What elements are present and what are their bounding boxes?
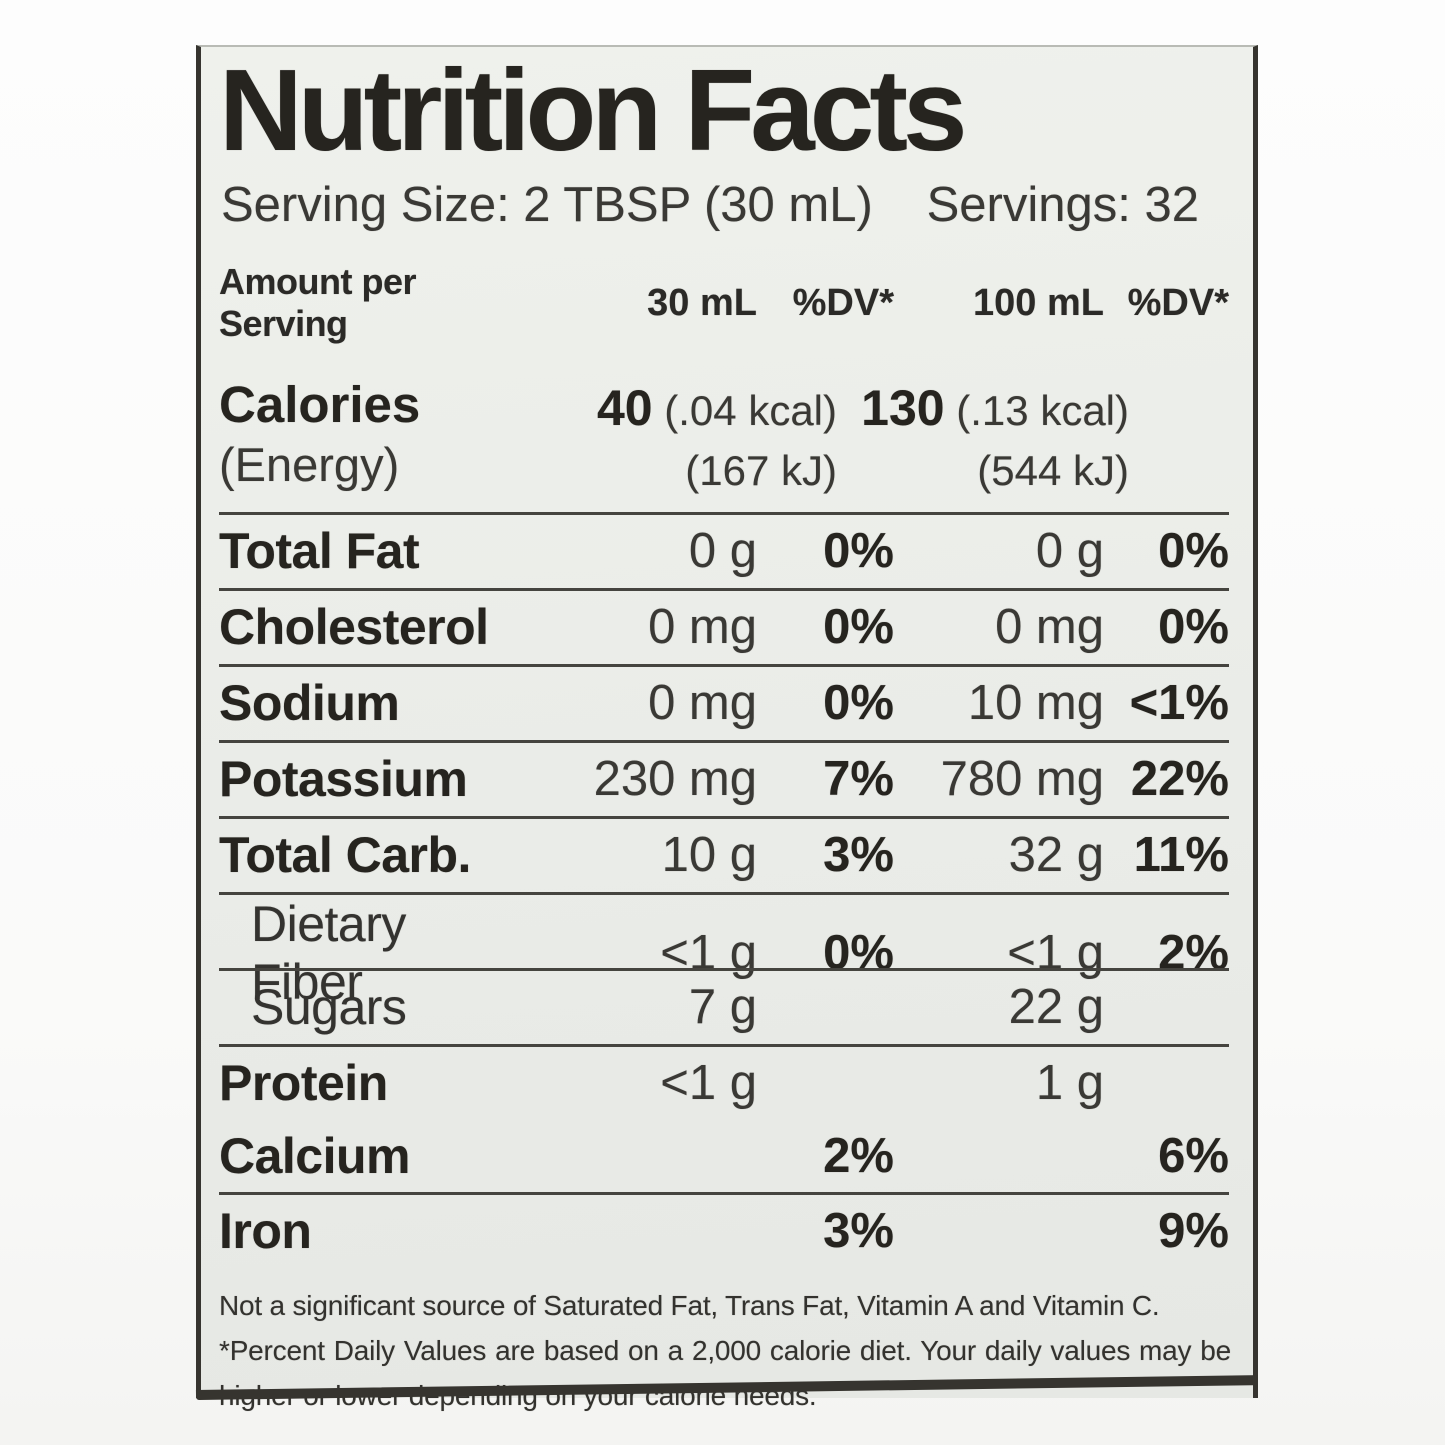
nutrient-name: Total Fat: [219, 523, 420, 579]
serving-info-row: Serving Size: 2 TBSP (30 mL) Servings: 3…: [221, 177, 1199, 233]
calories-word: Calories: [219, 376, 421, 434]
nutrient-row-potassium: Potassium 230 mg 7% 780 mg 22%: [219, 739, 1229, 816]
dv-30ml: 3%: [823, 828, 894, 882]
col-header-30ml: 30 mL: [647, 281, 757, 324]
amount-100ml: 780 mg: [940, 752, 1104, 806]
calories-30ml-kj: (167 kJ): [685, 446, 837, 494]
calories-label: Calories (Energy): [219, 375, 487, 499]
calories-100ml-kcal: (.13 kcal): [956, 387, 1129, 435]
nutrient-name: Protein: [219, 1055, 388, 1111]
amount-30ml: <1 g: [660, 925, 757, 980]
amount-100ml: 22 g: [1008, 980, 1104, 1034]
calories-energy-suffix: (Energy): [219, 438, 400, 492]
amount-30ml: 230 mg: [593, 752, 757, 806]
nutrient-row-cholesterol: Cholesterol 0 mg 0% 0 mg 0%: [219, 587, 1229, 664]
col-header-dv-30ml: %DV*: [792, 281, 894, 324]
dv-30ml: 0%: [823, 524, 894, 578]
nutrient-row-protein: Protein <1 g 1 g: [219, 1043, 1229, 1120]
amount-30ml: 10 g: [661, 828, 757, 882]
dv-100ml: 2%: [1158, 925, 1229, 980]
dv-30ml: 0%: [823, 676, 894, 730]
panel-title: Nutrition Facts: [219, 45, 967, 175]
amount-100ml: 32 g: [1008, 828, 1104, 882]
servings-count-text: Servings: 32: [926, 178, 1199, 233]
calories-100ml-number: 130: [861, 380, 945, 437]
dv-30ml: 3%: [823, 1203, 894, 1258]
calories-30ml-number: 40: [596, 380, 653, 437]
amount-100ml: 1 g: [1035, 1056, 1104, 1110]
nutrient-name: Sodium: [219, 675, 400, 731]
mineral-row-iron: Iron 3% 9%: [219, 1191, 1229, 1267]
dv-100ml: 0%: [1158, 600, 1229, 654]
dv-100ml: 22%: [1130, 752, 1229, 806]
mineral-name: Calcium: [219, 1127, 411, 1184]
nutrient-name: Dietary Fiber: [251, 895, 406, 1010]
serving-size-text: Serving Size: 2 TBSP (30 mL): [221, 178, 873, 233]
footnote-line-sources: Not a significant source of Saturated Fa…: [219, 1289, 1160, 1321]
mineral-name: Iron: [219, 1202, 312, 1259]
dv-100ml: 6%: [1158, 1128, 1229, 1183]
column-header-row: Amount per Serving 30 mL %DV* 100 mL %DV…: [219, 249, 1229, 359]
dv-100ml: <1%: [1129, 676, 1229, 730]
dv-30ml: 2%: [823, 1128, 894, 1183]
amount-100ml: 0 mg: [995, 600, 1104, 654]
nutrient-row-total-carb: Total Carb. 10 g 3% 32 g 11%: [219, 815, 1229, 892]
dv-30ml: 7%: [823, 752, 894, 806]
footnote-text: Not a significant source of Saturated Fa…: [219, 1283, 1231, 1419]
col-header-100ml: 100 mL: [973, 281, 1104, 324]
dv-100ml: 11%: [1133, 828, 1229, 882]
amount-100ml: 0 g: [1035, 524, 1104, 578]
footnote-line-daily-values: *Percent Daily Values are based on a 2,0…: [219, 1334, 1231, 1412]
calories-100ml-kj: (544 kJ): [977, 446, 1129, 494]
dv-100ml: 0%: [1158, 524, 1229, 578]
nutrient-name: Total Carb.: [219, 827, 471, 883]
nutrient-name: Sugars: [251, 979, 407, 1035]
calories-row-spacer: [1129, 375, 1229, 499]
amount-30ml: 7 g: [688, 980, 757, 1034]
amount-30ml: 0 g: [688, 524, 757, 578]
nutrient-row-sodium: Sodium 0 mg 0% 10 mg <1%: [219, 663, 1229, 740]
amount-30ml: 0 mg: [648, 676, 757, 730]
amount-100ml: 10 mg: [967, 676, 1104, 730]
nutrient-name: Potassium: [219, 751, 468, 807]
col-header-dv-100ml: %DV*: [1127, 281, 1229, 324]
nutrient-row-dietary-fiber: Dietary Fiber <1 g 0% <1 g 2%: [219, 891, 1229, 1010]
calories-30ml-value: 40 (.04 kcal) (167 kJ): [487, 375, 837, 499]
nutrient-row-total-fat: Total Fat 0 g 0% 0 g 0%: [219, 511, 1229, 588]
nutrient-row-sugars: Sugars 7 g 22 g: [219, 967, 1229, 1044]
calories-row: Calories (Energy) 40 (.04 kcal) (167 kJ)…: [219, 359, 1229, 511]
amount-30ml: 0 mg: [648, 600, 757, 654]
amount-100ml: <1 g: [1007, 925, 1104, 980]
dv-100ml: 9%: [1158, 1203, 1229, 1258]
dv-30ml: 0%: [823, 600, 894, 654]
nutrition-facts-panel: Nutrition Facts Serving Size: 2 TBSP (30…: [195, 45, 1258, 1411]
amount-per-serving-header: Amount per Serving: [219, 261, 417, 345]
dv-30ml: 0%: [823, 925, 894, 980]
amount-30ml: <1 g: [660, 1056, 757, 1110]
calories-30ml-kcal: (.04 kcal): [664, 387, 837, 435]
calories-100ml-value: 130 (.13 kcal) (544 kJ): [837, 375, 1129, 499]
mineral-row-calcium: Calcium 2% 6%: [219, 1120, 1229, 1192]
nutrient-name: Cholesterol: [219, 599, 489, 655]
